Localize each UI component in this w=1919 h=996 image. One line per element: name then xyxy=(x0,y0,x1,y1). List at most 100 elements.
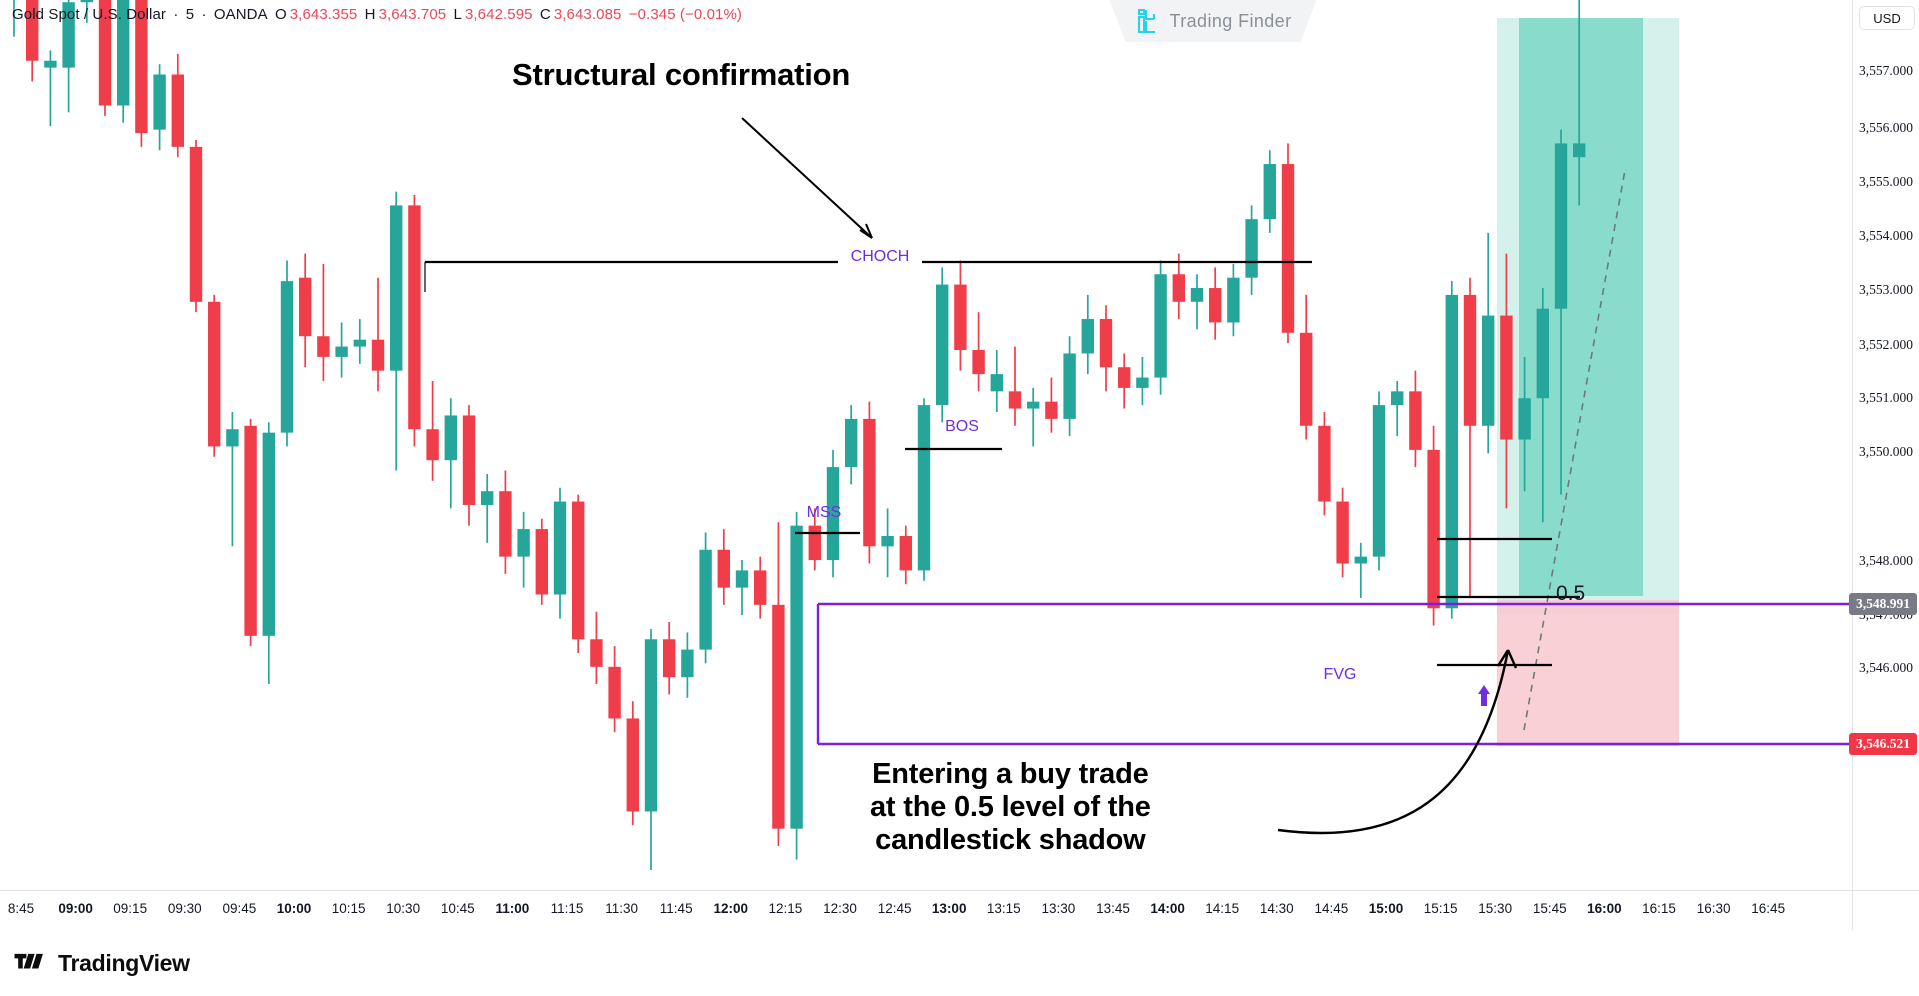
entry-line-1: Entering a buy trade xyxy=(872,758,1149,790)
candle-body xyxy=(572,501,585,640)
candle-body xyxy=(80,0,93,3)
legend-interval[interactable]: 5 xyxy=(185,6,195,23)
time-tick: 13:15 xyxy=(986,901,1021,916)
time-tick: 12:30 xyxy=(823,901,857,916)
candle-body xyxy=(535,529,548,595)
candle-body xyxy=(1300,332,1313,426)
stop-price-badge[interactable]: 3,546.521 xyxy=(1849,733,1917,755)
time-tick: 10:15 xyxy=(331,901,366,916)
candle-body xyxy=(1336,501,1349,564)
candle-body xyxy=(153,74,166,130)
time-tick: 12:15 xyxy=(768,901,803,916)
candle-body xyxy=(1518,398,1531,440)
time-tick: 15:15 xyxy=(1423,901,1458,916)
candle-body xyxy=(626,718,639,812)
candle-body xyxy=(499,491,512,557)
candle-body xyxy=(208,301,221,447)
price-tick: 3,551.000 xyxy=(1859,390,1913,405)
legend-separator-1: · xyxy=(173,6,179,23)
candle-body xyxy=(1209,288,1222,323)
structural-confirmation-label: Structural confirmation xyxy=(512,57,851,92)
legend-close-value: 3,643.085 xyxy=(553,6,622,23)
candle-body xyxy=(481,491,494,505)
legend-symbol[interactable]: Gold Spot / U.S. Dollar xyxy=(12,6,167,23)
candle-body xyxy=(98,0,112,106)
candle-body xyxy=(1482,315,1495,426)
time-tick: 14:15 xyxy=(1205,901,1240,916)
candle-body xyxy=(117,0,130,106)
candle-body xyxy=(353,339,366,347)
candle-body xyxy=(426,429,439,461)
candle-body xyxy=(863,418,876,547)
time-tick: 13:30 xyxy=(1041,901,1076,916)
price-axis[interactable]: USD 3,557.000 3,556.000 3,555.000 3,554.000… xyxy=(1849,0,1919,890)
trading-finder-label: Trading Finder xyxy=(1169,10,1292,31)
price-tick: 3,556.000 xyxy=(1859,120,1913,135)
candle-body xyxy=(26,0,39,61)
candle-body xyxy=(1008,391,1022,409)
legend-low-value: 3,642.595 xyxy=(464,6,533,23)
candle-body xyxy=(1500,315,1513,440)
trade-projection-line xyxy=(1523,169,1626,731)
candle-body xyxy=(1354,556,1367,564)
zones-layer xyxy=(1497,18,1679,746)
candle-body xyxy=(1136,377,1149,388)
candle-body xyxy=(299,277,312,337)
candle-body xyxy=(1227,277,1240,323)
chart-legend: Gold Spot / U.S. Dollar · 5 · OANDA O 3,6… xyxy=(12,6,745,23)
time-tick: 15:45 xyxy=(1532,901,1567,916)
time-tick: 10:45 xyxy=(440,901,475,916)
chart-canvas xyxy=(13,0,1852,870)
candle-body xyxy=(1118,367,1131,388)
entry-price-badge[interactable]: 3,548.991 xyxy=(1849,593,1917,615)
legend-exchange: OANDA xyxy=(213,6,268,23)
time-tick: 13:00 xyxy=(931,901,967,916)
currency-badge[interactable]: USD xyxy=(1859,6,1915,30)
choch-label: CHOCH xyxy=(850,248,910,265)
candle-body xyxy=(1409,391,1422,450)
candle-body xyxy=(663,639,676,678)
candle-body xyxy=(189,146,203,302)
candle-body xyxy=(754,570,767,605)
candle-body xyxy=(62,2,75,68)
candle-body xyxy=(1318,425,1331,502)
legend-change: −0.345 (−0.01%) xyxy=(628,6,742,23)
time-tick: 16:00 xyxy=(1587,901,1622,916)
candle-body xyxy=(735,570,749,588)
buy-arrow-icon xyxy=(1478,685,1490,706)
candle-body xyxy=(553,501,567,595)
candle-body xyxy=(226,429,239,447)
legend-low-label: L xyxy=(453,6,462,23)
candle-body xyxy=(1445,294,1458,609)
bos-label: BOS xyxy=(945,418,979,435)
candle-body xyxy=(826,467,840,561)
candle-body xyxy=(845,418,858,468)
candle-body xyxy=(517,529,530,557)
time-tick: 16:30 xyxy=(1696,901,1731,916)
candle-body xyxy=(1372,405,1386,557)
chart-plot-area[interactable] xyxy=(0,0,1852,890)
candle-body xyxy=(171,74,184,147)
candle-body xyxy=(244,425,257,636)
candle-body xyxy=(681,649,694,678)
trading-finder-logo-icon xyxy=(1137,9,1155,33)
candle-body xyxy=(972,350,985,375)
candle-body xyxy=(917,405,931,571)
candle-body xyxy=(371,339,385,371)
time-axis[interactable]: 8:45 09:00 09:15 09:30 09:45 10:00 10:15 10:30 1… xyxy=(0,890,1852,930)
time-tick: 16:15 xyxy=(1642,901,1676,916)
time-tick: 09:45 xyxy=(222,901,257,916)
candle-body xyxy=(990,374,1003,392)
candle-body xyxy=(1281,164,1295,333)
choch-structure xyxy=(424,260,1312,292)
candle-body xyxy=(1263,164,1276,220)
time-tick: 14:45 xyxy=(1314,901,1349,916)
entry-line-2: at the 0.5 level of the xyxy=(870,791,1151,824)
candle-body xyxy=(590,639,603,667)
time-tick: 16:45 xyxy=(1751,901,1786,916)
time-tick: 11:15 xyxy=(550,901,584,916)
candle-body xyxy=(899,535,912,571)
candle-body xyxy=(1463,294,1477,426)
candle-body xyxy=(1536,308,1549,399)
price-level-lines xyxy=(816,602,1852,746)
